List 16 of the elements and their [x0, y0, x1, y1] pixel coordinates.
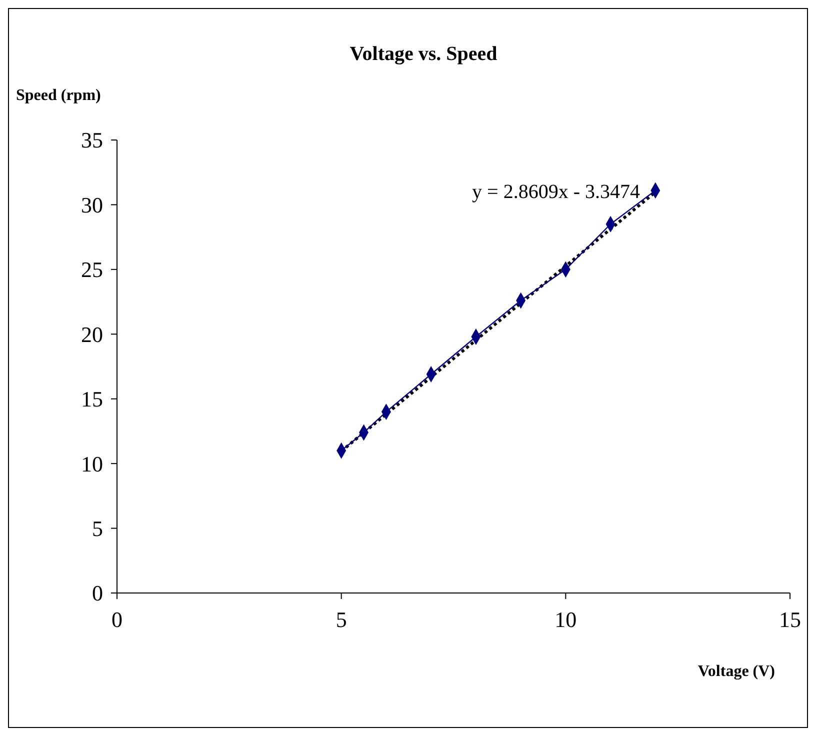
- y-tick-label: 35: [81, 128, 103, 153]
- chart-title: Voltage vs. Speed: [350, 43, 498, 65]
- y-tick-label: 15: [81, 386, 103, 412]
- y-tick-label: 25: [81, 257, 103, 282]
- y-tick-label: 30: [81, 192, 103, 218]
- y-tick-label: 20: [81, 322, 103, 347]
- x-tick-label: 15: [779, 607, 801, 632]
- y-tick-label: 0: [92, 580, 103, 606]
- y-tick-label: 5: [92, 516, 103, 541]
- x-tick-label: 5: [336, 607, 347, 632]
- x-tick-label: 0: [112, 607, 122, 632]
- y-axis-title: Speed (rpm): [16, 87, 101, 104]
- y-tick-label: 10: [81, 451, 103, 476]
- x-axis-title: Voltage (V): [698, 663, 775, 680]
- annotation: y = 2.8609x - 3.3474: [472, 181, 640, 203]
- x-tick-label: 10: [554, 607, 577, 632]
